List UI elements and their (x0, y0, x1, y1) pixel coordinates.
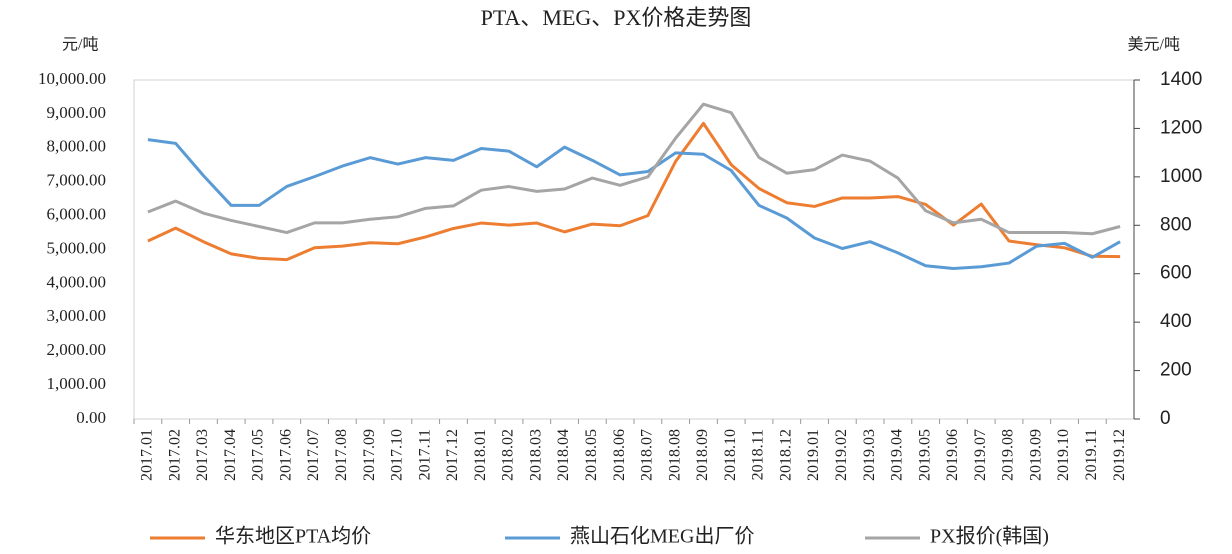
x-tick-label: 2019.08 (1000, 429, 1017, 481)
y-tick-label: 2,000.00 (47, 340, 107, 359)
series-line (147, 138, 1121, 270)
y-tick-label: 3,000.00 (47, 306, 107, 325)
x-tick-label: 2018.09 (694, 429, 711, 481)
x-tick-label: 2019.05 (916, 429, 933, 481)
y-tick-label: 4,000.00 (47, 272, 107, 291)
y2-tick-label: 200 (1160, 360, 1192, 381)
y-tick-label: 10,000.00 (38, 69, 106, 88)
series-line (147, 121, 1121, 262)
x-tick-label: 2017.11 (416, 429, 433, 480)
y-tick-label: 6,000.00 (47, 205, 107, 224)
y2-tick-label: 800 (1160, 214, 1192, 235)
x-tick-label: 2018.12 (777, 429, 794, 481)
x-tick-label: 2019.02 (833, 429, 850, 481)
y2-tick-label: 1000 (1160, 166, 1202, 187)
x-tick-label: 2017.09 (361, 429, 378, 481)
series-line (147, 102, 1121, 236)
x-tick-label: 2017.08 (333, 429, 350, 481)
x-tick-label: 2018.07 (639, 429, 656, 481)
x-tick-label: 2018.11 (750, 429, 767, 480)
y2-tick-label: 1400 (1160, 69, 1202, 90)
chart-title: PTA、MEG、PX价格走势图 (481, 5, 752, 30)
x-tick-label: 2017.04 (222, 429, 239, 481)
x-tick-label: 2019.07 (972, 429, 989, 481)
y2-tick-label: 400 (1160, 311, 1192, 332)
x-tick-label: 2018.03 (527, 429, 544, 481)
x-tick-label: 2019.12 (1111, 429, 1128, 481)
x-tick-label: 2019.01 (805, 429, 822, 481)
x-tick-label: 2018.01 (472, 429, 489, 481)
x-tick-label: 2019.06 (944, 429, 961, 481)
y2-tick-label: 1200 (1160, 117, 1202, 138)
y-tick-label: 7,000.00 (47, 171, 107, 190)
y-tick-label: 8,000.00 (47, 137, 107, 156)
legend-label: PX报价(韩国) (930, 525, 1049, 548)
x-tick-label: 2019.04 (889, 429, 906, 481)
x-tick-label: 2017.10 (389, 429, 406, 481)
y2-tick-label: 600 (1160, 263, 1192, 284)
legend-label: 燕山石化MEG出厂价 (570, 525, 754, 548)
x-tick-label: 2017.02 (166, 429, 183, 481)
x-tick-label: 2017.06 (277, 429, 294, 481)
x-tick-label: 2017.05 (250, 429, 267, 481)
y2-axis-label: 美元/吨 (1128, 36, 1180, 54)
legend-label: 华东地区PTA均价 (215, 525, 371, 548)
y-tick-label: 9,000.00 (47, 103, 107, 122)
x-tick-label: 2019.11 (1083, 429, 1100, 480)
x-tick-label: 2019.03 (861, 429, 878, 481)
x-tick-label: 2019.09 (1027, 429, 1044, 481)
x-tick-label: 2017.07 (305, 429, 322, 481)
x-tick-label: 2018.05 (583, 429, 600, 481)
x-tick-label: 2018.06 (611, 429, 628, 481)
x-tick-label: 2017.01 (139, 429, 156, 481)
y2-tick-label: 0 (1160, 408, 1171, 429)
x-tick-label: 2019.10 (1055, 429, 1072, 481)
x-tick-label: 2018.10 (722, 429, 739, 481)
x-tick-label: 2017.12 (444, 429, 461, 481)
x-tick-label: 2018.08 (666, 429, 683, 481)
y-tick-label: 0.00 (76, 408, 106, 427)
x-tick-label: 2018.04 (555, 429, 572, 481)
y-tick-label: 5,000.00 (47, 238, 107, 257)
y-axis-label: 元/吨 (62, 36, 98, 54)
y-tick-label: 1,000.00 (47, 374, 107, 393)
x-tick-label: 2017.03 (194, 429, 211, 481)
plot-frame (133, 79, 1135, 420)
x-tick-label: 2018.02 (500, 429, 517, 481)
